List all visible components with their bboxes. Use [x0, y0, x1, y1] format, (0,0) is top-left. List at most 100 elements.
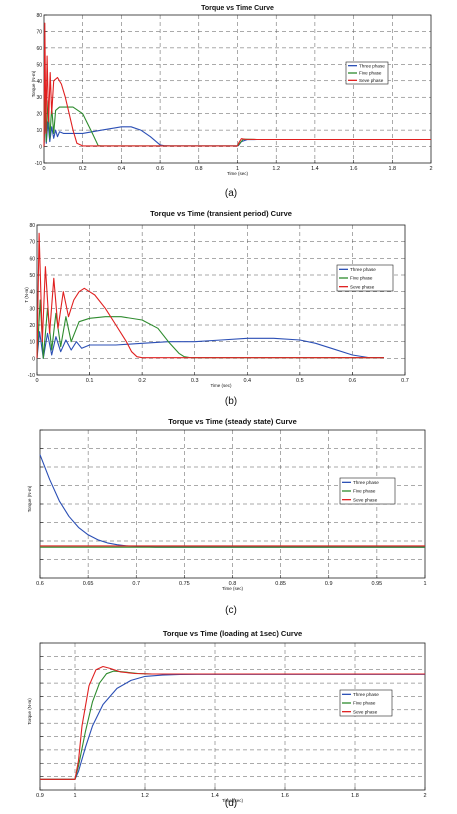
y-tick-label: 60	[29, 256, 35, 262]
y-tick-label: 40	[29, 290, 35, 296]
x-tick-label: 0.75	[179, 581, 190, 587]
x-tick-label: 0.95	[372, 581, 383, 587]
x-tick-label: 0.6	[349, 378, 357, 384]
legend-label: Seve phase	[350, 284, 375, 289]
y-tick-label: 30	[29, 306, 35, 312]
x-tick-label: 1.8	[351, 793, 359, 799]
x-tick-label: 0.8	[229, 581, 237, 587]
y-tick-label: 0	[39, 145, 42, 151]
y-tick-label: 80	[29, 223, 35, 229]
x-tick-label: 0.2	[138, 378, 146, 384]
series-line-seven	[43, 22, 431, 147]
x-tick-label: 1.8	[388, 166, 396, 172]
plot-frame	[39, 642, 426, 791]
chart-title: Torque vs Time (transient period) Curve	[150, 209, 292, 218]
x-tick-label: 0.2	[79, 166, 87, 172]
legend-label: Five phase	[353, 701, 376, 706]
x-tick-label: 0.7	[401, 378, 409, 384]
y-tick-label: 30	[36, 95, 42, 101]
x-tick-label: 0	[35, 378, 38, 384]
x-tick-label: 0.4	[118, 166, 126, 172]
legend-label: Seve phase	[353, 497, 378, 502]
legend-label: Five phase	[350, 276, 373, 281]
y-tick-label: 10	[36, 128, 42, 134]
legend-label: Three phase	[353, 480, 379, 485]
legend: Three phase Five phase Seve phase	[336, 264, 394, 292]
x-tick-label: 0.9	[325, 581, 333, 587]
x-tick-label: 0.1	[86, 378, 94, 384]
figure-caption: (d)	[225, 798, 237, 809]
legend-label: Three phase	[353, 692, 379, 697]
x-tick-label: 0.65	[83, 581, 94, 587]
x-tick-label: 0.4	[243, 378, 251, 384]
legend: Three phase Five phase Seve phase	[339, 477, 396, 505]
y-tick-label: -10	[35, 161, 42, 167]
x-axis-label: Time (sec)	[210, 383, 232, 388]
x-tick-label: 1.2	[141, 793, 149, 799]
x-tick-label: 1.6	[350, 166, 358, 172]
legend-label: Three phase	[350, 267, 376, 272]
x-tick-label: 1	[73, 793, 76, 799]
series-line-three	[39, 454, 425, 548]
y-tick-label: 20	[36, 112, 42, 118]
y-tick-label: 50	[36, 62, 42, 68]
x-tick-label: 1.2	[272, 166, 280, 172]
series-line-three	[36, 331, 385, 359]
legend-label: Five phase	[353, 489, 376, 494]
y-axis-label: Torque (N-m)	[31, 70, 36, 97]
chart-title: Torque vs Time Curve	[201, 5, 274, 12]
y-tick-label: 40	[36, 79, 42, 85]
legend-box	[345, 61, 389, 85]
x-tick-label: 2	[429, 166, 432, 172]
y-tick-label: 80	[36, 13, 42, 19]
x-tick-label: 2	[423, 793, 426, 799]
y-tick-label: 50	[29, 273, 35, 279]
plot-frame	[36, 224, 406, 376]
x-tick-label: 0.7	[132, 581, 140, 587]
legend-label: Seve phase	[359, 78, 384, 83]
chart-panel-d: Torque vs Time (loading at 1sec) Curve 0.…	[27, 629, 427, 809]
y-tick-label: 20	[29, 323, 35, 329]
x-tick-label: 0	[42, 166, 45, 172]
x-tick-label: 0.85	[275, 581, 286, 587]
x-axis-label: Time (sec)	[222, 798, 244, 803]
y-tick-label: 0	[32, 356, 35, 362]
x-tick-label: 1	[423, 581, 426, 587]
chart-panel-b: Torque vs Time (transient period) Curve 0…	[24, 209, 409, 407]
legend: Three phase Five phase Seve phase	[339, 689, 393, 717]
y-axis-label: T (N-m)	[24, 287, 29, 303]
chart-title: Torque vs Time (steady state) Curve	[168, 417, 297, 426]
x-tick-label: 1	[236, 166, 239, 172]
x-tick-label: 1.4	[211, 793, 219, 799]
y-tick-label: 10	[29, 340, 35, 346]
figure-caption: (b)	[225, 396, 237, 407]
legend: Three phase Five phase Seve phase	[345, 61, 389, 85]
series-line-seven	[36, 232, 384, 359]
series-line-five	[36, 299, 384, 359]
figure-caption: (c)	[225, 605, 237, 616]
x-tick-label: 0.6	[156, 166, 164, 172]
y-tick-label: 70	[29, 240, 35, 246]
chart-panel-a: Torque vs Time Curve 0 0.2 0.4 0.6 0.8 1 1.2 1.4…	[31, 5, 433, 199]
y-tick-label: 70	[36, 29, 42, 35]
x-tick-label: 0.8	[195, 166, 203, 172]
chart-panel-c: Torque vs Time (steady state) Curve 0.6 0.…	[27, 417, 427, 616]
legend-label: Five phase	[359, 71, 382, 76]
x-axis-label: Time (sec)	[227, 171, 249, 176]
figure-caption: (a)	[225, 188, 237, 199]
x-tick-label: 0.5	[296, 378, 304, 384]
x-tick-label: 1.6	[281, 793, 289, 799]
x-tick-label: 0.3	[191, 378, 199, 384]
x-axis-label: Time (sec)	[222, 586, 244, 591]
x-tick-label: 0.6	[36, 581, 44, 587]
legend-label: Seve phase	[353, 709, 378, 714]
x-tick-label: 1.4	[311, 166, 319, 172]
legend-label: Three phase	[359, 63, 385, 68]
x-tick-label: 0.9	[36, 793, 44, 799]
y-axis-label: Torque (N-m)	[27, 485, 32, 512]
y-tick-label: -10	[28, 373, 35, 379]
chart-title: Torque vs Time (loading at 1sec) Curve	[163, 629, 302, 638]
y-axis-label: Torque (N-m)	[27, 698, 32, 725]
series-line-seven	[40, 665, 425, 780]
